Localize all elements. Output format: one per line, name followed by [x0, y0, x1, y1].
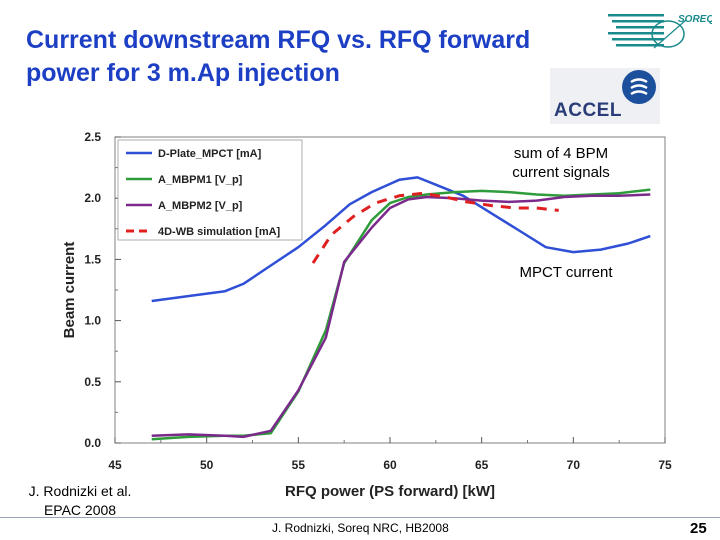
x-tick-label: 45 — [108, 458, 122, 472]
x-tick-label: 60 — [383, 458, 397, 472]
legend-label: 4D-WB simulation [mA] — [158, 226, 281, 238]
accel-logo-text: ACCEL — [554, 100, 622, 121]
accel-logo: ACCEL — [550, 68, 660, 124]
citation: J. Rodnizki et al. EPAC 2008 — [18, 482, 142, 520]
x-axis-label: RFQ power (PS forward) [kW] — [285, 483, 495, 500]
footer-text: J. Rodnizki, Soreq NRC, HB2008 — [272, 521, 449, 535]
soreq-stripes-icon — [608, 14, 687, 49]
y-tick-label: 1.0 — [84, 314, 101, 328]
y-tick-label: 2.5 — [84, 130, 101, 144]
series-line-3 — [311, 191, 559, 264]
y-tick-label: 2.0 — [84, 191, 101, 205]
series-line-2 — [151, 193, 651, 439]
annotation-bpm: sum of 4 BPM current signals — [494, 144, 628, 182]
legend-label: D-Plate_MPCT [mA] — [158, 148, 262, 160]
footer-divider — [0, 517, 720, 518]
y-tick-label: 0.5 — [84, 375, 101, 389]
series-line-0 — [151, 176, 651, 303]
y-tick-label: 0.0 — [84, 436, 101, 450]
y-tick-label: 1.5 — [84, 252, 101, 266]
soreq-logo: SOREQ — [608, 14, 712, 49]
x-tick-label: 75 — [658, 458, 672, 472]
citation-venue: EPAC 2008 — [43, 502, 117, 518]
x-tick-label: 65 — [475, 458, 489, 472]
soreq-logo-text: SOREQ — [678, 14, 712, 25]
legend-label: A_MBPM1 [V_p] — [158, 174, 243, 186]
slide-title: Current downstream RFQ vs. RFQ forward p… — [26, 26, 531, 87]
x-tick-label: 55 — [292, 458, 306, 472]
x-tick-label: 50 — [200, 458, 214, 472]
citation-authors: J. Rodnizki et al. — [28, 483, 132, 499]
x-tick-label: 70 — [567, 458, 581, 472]
legend-box — [117, 139, 303, 241]
page-number: 25 — [690, 520, 707, 537]
legend: D-Plate_MPCT [mA] A_MBPM1 [V_p] A_MBPM2 [V… — [117, 139, 303, 241]
accel-emblem-icon — [622, 70, 656, 104]
annotation-mpct: MPCT current — [500, 263, 632, 282]
legend-label: A_MBPM2 [V_p] — [158, 200, 243, 212]
y-axis-label: Beam current — [61, 242, 78, 339]
